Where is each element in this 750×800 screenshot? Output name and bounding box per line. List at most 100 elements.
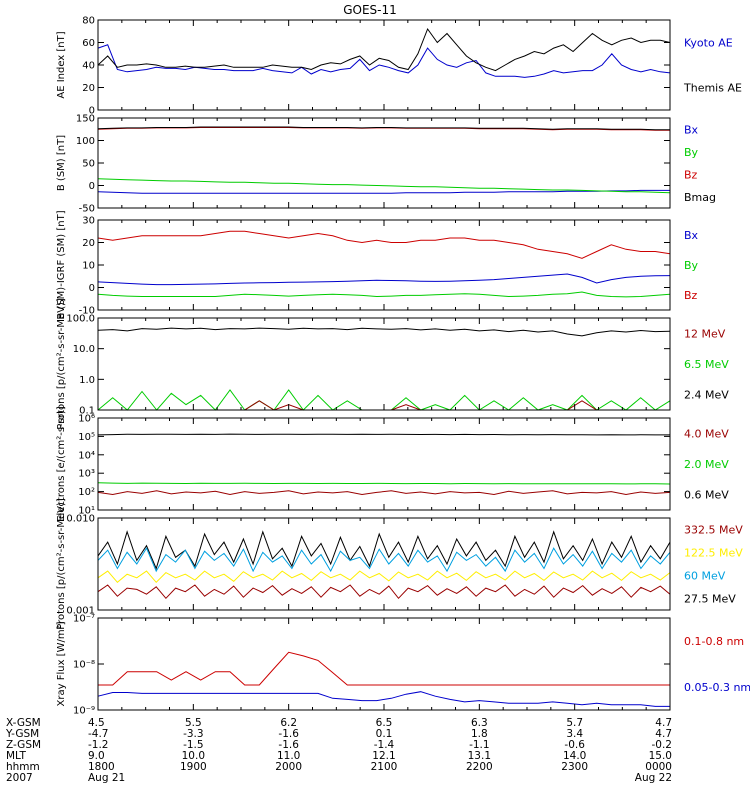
y-tick-label: 20 <box>82 238 95 249</box>
ephemeris-value: 1900 <box>180 761 207 773</box>
series-line-bmag <box>97 126 670 131</box>
panel-2: -50 0 50 100 150 B (SM) [nT] Bx By Bz Bmag <box>56 114 716 215</box>
legend-entry: 0.6 MeV <box>684 489 729 502</box>
ephemeris-value: 2000 <box>275 761 302 773</box>
y-tick-label: 60 <box>82 38 95 49</box>
series-line-2-0-mev <box>97 482 671 485</box>
y-tick-label: 50 <box>82 159 95 170</box>
ephemeris-value: 2100 <box>371 761 398 773</box>
legend-entry: By <box>684 146 699 159</box>
ephemeris-value: -0.6 <box>564 739 585 751</box>
ephemeris-value: 1800 <box>88 761 115 773</box>
series-line-bx <box>97 273 671 286</box>
panel-frame <box>97 19 671 111</box>
y-tick-label: 10⁻⁸ <box>73 660 95 671</box>
ephemeris-value: 15.0 <box>649 750 672 762</box>
legend-entry: Bmag <box>684 191 716 204</box>
series-line-themis-ae <box>97 27 671 72</box>
y-axis-label: Electrons [e/(cm²-s-sr)] <box>56 406 67 522</box>
y-tick-label: 0 <box>89 106 95 117</box>
series-line-by <box>97 291 671 298</box>
ephemeris-value: Aug 21 <box>88 772 125 784</box>
legend-entry: Themis AE <box>683 82 742 95</box>
ephemeris-value: 3.4 <box>566 728 583 740</box>
ephemeris-value: 12.1 <box>372 750 395 762</box>
ephemeris-value: 6.5 <box>376 717 393 729</box>
legend-entry: 2.4 MeV <box>684 389 729 402</box>
y-tick-label: 0.001 <box>66 606 95 617</box>
series-line-122-5-mev <box>97 570 671 584</box>
series-line-bx <box>97 189 670 194</box>
y-tick-label: 10³ <box>78 469 95 480</box>
y-tick-label: 10 <box>82 261 95 272</box>
y-tick-label: 10⁶ <box>78 414 95 425</box>
series-line-27-5-mev <box>97 530 671 570</box>
ephemeris-value: 0000 <box>645 761 672 773</box>
ephemeris-label: hhmm <box>6 761 40 773</box>
y-tick-label: 150 <box>76 114 95 125</box>
legend-entry: 122.5 MeV <box>684 547 743 560</box>
y-tick-label: -50 <box>79 204 95 215</box>
panel-frame <box>97 117 671 209</box>
y-tick-label: 1.0 <box>79 375 95 386</box>
legend-entry: Bz <box>684 168 698 181</box>
ephemeris-value: -1.4 <box>374 739 395 751</box>
y-tick-label: 10¹ <box>78 506 95 517</box>
legend-entry: Bx <box>684 229 699 242</box>
ephemeris-value: 10.0 <box>182 750 205 762</box>
panel-1: 0 20 40 60 80 AE Index [nT] Kyoto AE Themis AE <box>56 16 742 117</box>
ephemeris-value: 0.1 <box>376 728 393 740</box>
y-tick-label: 20 <box>82 83 95 94</box>
y-tick-label: 0 <box>89 283 95 294</box>
y-tick-label: 80 <box>82 16 95 27</box>
ephemeris-label: MLT <box>6 750 26 762</box>
ephemeris-value: -4.7 <box>88 728 109 740</box>
ephemeris-value: -1.6 <box>278 728 299 740</box>
ephemeris-value: 4.7 <box>655 728 672 740</box>
legend-entry: 4.0 MeV <box>684 427 729 440</box>
y-tick-label: 10⁻⁹ <box>73 706 95 717</box>
ephemeris-value: -1.2 <box>88 739 109 751</box>
panel-frame <box>97 617 671 711</box>
series-line-4-0-mev <box>97 490 671 496</box>
y-axis-label: Protons [p/(cm²-s-sr-MeV)] <box>56 298 67 430</box>
y-tick-label: 0.1 <box>79 406 95 417</box>
legend-entry: 12 MeV <box>684 327 726 340</box>
ephemeris-value: 6.2 <box>280 717 297 729</box>
series-line-by <box>97 178 671 194</box>
y-tick-label: 10⁻⁷ <box>73 614 95 625</box>
legend-entry: Bx <box>684 123 699 136</box>
series-line-kyoto-ae <box>97 44 671 78</box>
legend-entry: 2.0 MeV <box>684 458 729 471</box>
y-tick-label: 30 <box>82 216 95 227</box>
ephemeris-value: -1.1 <box>469 739 490 751</box>
chart-title: GOES-11 <box>343 3 397 17</box>
y-axis-label: B (SM) [nT] <box>56 135 67 191</box>
series-line-2-4-mev <box>97 327 671 337</box>
y-tick-label: 100 <box>76 136 95 147</box>
ephemeris-value: 9.0 <box>88 750 105 762</box>
legend-entry: Bz <box>684 289 698 302</box>
y-tick-label: -10 <box>79 306 95 317</box>
legend-entry: 27.5 MeV <box>684 593 736 606</box>
y-tick-label: 0.010 <box>66 514 95 525</box>
ephemeris-value: 2200 <box>466 761 493 773</box>
series-line-60-mev <box>97 547 671 573</box>
panel-5: 10¹ 10² 10³ 10⁴ 10⁵ 10⁶ Electrons [e/(cm²-s-sr… <box>56 406 729 522</box>
legend-entry: 0.05-0.3 nm <box>684 681 750 694</box>
ephemeris-value: 4.5 <box>88 717 105 729</box>
legend-entry: 6.5 MeV <box>684 358 729 371</box>
ephemeris-value: 11.0 <box>277 750 300 762</box>
y-tick-label: 10⁴ <box>78 450 95 461</box>
legend-entry: 332.5 MeV <box>684 524 743 537</box>
y-axis-label: Xray Flux [W/m²] <box>56 621 67 706</box>
y-tick-label: 10² <box>78 487 95 498</box>
ephemeris-label: 2007 <box>6 772 33 784</box>
y-tick-label: 100.0 <box>66 314 95 325</box>
y-axis-label: AE Index [nT] <box>56 31 67 98</box>
panel-3: -10 0 10 20 30 B (SM)-IGRF (SM) [nT] Bx By Bz <box>56 210 699 319</box>
series-line-0-6-mev <box>97 433 670 436</box>
ephemeris-value: -0.2 <box>652 739 673 751</box>
